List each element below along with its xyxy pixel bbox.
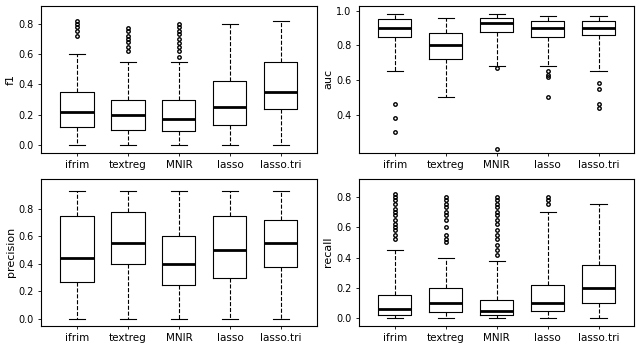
Y-axis label: auc: auc	[324, 69, 333, 89]
Y-axis label: precision: precision	[6, 227, 15, 277]
Y-axis label: recall: recall	[323, 237, 333, 267]
Y-axis label: f1: f1	[6, 74, 15, 84]
